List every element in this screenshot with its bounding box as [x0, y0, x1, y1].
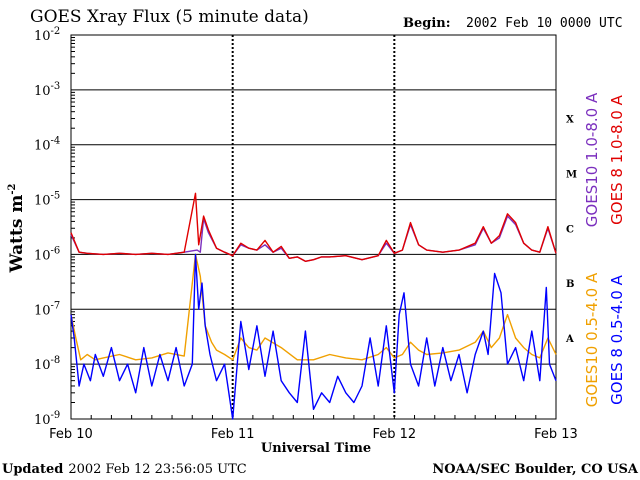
- y-tick-labels: 10-910-810-710-610-510-410-310-2: [34, 26, 60, 428]
- y-tick-exp: -5: [51, 191, 61, 202]
- updated-value: 2002 Feb 12 23:56:05 UTC: [68, 462, 246, 477]
- y-tick-label: 10-6: [34, 245, 60, 263]
- legend-label: GOES 8 1.0-8.0 A: [608, 94, 626, 224]
- begin-value: 2002 Feb 10 0000 UTC: [466, 16, 623, 31]
- y-axis-label-group: Watts m-2: [7, 183, 27, 273]
- credit-text: NOAA/SEC Boulder, CO USA: [432, 462, 639, 477]
- legend: GOES10 1.0-8.0 A GOES 8 1.0-8.0 A GOES10 0…: [583, 92, 626, 407]
- legend-label: GOES10 0.5-4.0 A: [583, 272, 601, 407]
- y-tick-label: 10-4: [34, 136, 60, 154]
- y-tick-label: 10-2: [34, 26, 60, 44]
- day-dividers: [70, 35, 557, 419]
- series-line: [70, 192, 557, 262]
- y-tick-base: 10: [34, 139, 51, 154]
- y-tick-exp: -7: [51, 300, 61, 311]
- x-axis-label: Universal Time: [261, 441, 371, 456]
- begin-label: Begin:: [403, 16, 451, 31]
- y-axis-label: Watts m: [7, 195, 27, 274]
- y-tick-base: 10: [34, 413, 51, 428]
- x-tick-label: Feb 10: [49, 427, 93, 442]
- y-tick-exp: -6: [51, 245, 61, 256]
- legend-entry: GOES10 0.5-4.0 A: [583, 272, 601, 407]
- y-tick-base: 10: [34, 358, 51, 373]
- legend-label: GOES 8 0.5-4.0 A: [608, 274, 626, 404]
- y-tick-exp: -9: [51, 410, 61, 421]
- y-tick-exp: -3: [51, 81, 61, 92]
- y-tick-base: 10: [34, 84, 51, 99]
- series-line: [70, 253, 557, 420]
- x-tick-label: Feb 11: [211, 427, 255, 442]
- y-tick-base: 10: [34, 194, 51, 209]
- legend-label: GOES10 1.0-8.0 A: [583, 92, 601, 227]
- flare-class-label: M: [566, 169, 577, 180]
- legend-entry: GOES10 1.0-8.0 A: [583, 92, 601, 227]
- y-tick-label: 10-8: [34, 355, 60, 373]
- series-line: [70, 253, 557, 361]
- svg-text:Watts m-2: Watts m-2: [7, 183, 27, 273]
- updated-line: Updated 2002 Feb 12 23:56:05 UTC: [2, 462, 247, 477]
- flare-class-label: C: [566, 224, 574, 235]
- series-layer: [70, 192, 557, 420]
- y-tick-base: 10: [34, 248, 51, 263]
- flare-class-label: B: [566, 279, 574, 290]
- legend-entry: GOES 8 1.0-8.0 A: [608, 94, 626, 224]
- y-tick-label: 10-7: [34, 300, 60, 318]
- y-tick-base: 10: [34, 303, 51, 318]
- flare-class-label: X: [566, 115, 574, 126]
- y-tick-label: 10-3: [34, 81, 60, 99]
- y-tick-label: 10-9: [34, 410, 60, 428]
- y-tick-label: 10-5: [34, 191, 60, 209]
- updated-label: Updated: [2, 462, 63, 477]
- grid-lines: [71, 37, 556, 403]
- y-tick-base: 10: [34, 29, 51, 44]
- y-tick-exp: -2: [51, 26, 61, 37]
- y-axis-label-sup: -2: [7, 183, 18, 194]
- x-tick-label: Feb 12: [372, 427, 416, 442]
- flare-class-labels: A B C M X: [565, 115, 577, 345]
- flare-class-label: A: [565, 334, 574, 345]
- x-tick-labels: Feb 10 Feb 11 Feb 12 Feb 13: [49, 427, 578, 442]
- y-tick-exp: -8: [51, 355, 61, 366]
- x-tick-label: Feb 13: [534, 427, 578, 442]
- chart-title: GOES Xray Flux (5 minute data): [30, 7, 309, 27]
- y-tick-exp: -4: [51, 136, 61, 147]
- legend-entry: GOES 8 0.5-4.0 A: [608, 274, 626, 404]
